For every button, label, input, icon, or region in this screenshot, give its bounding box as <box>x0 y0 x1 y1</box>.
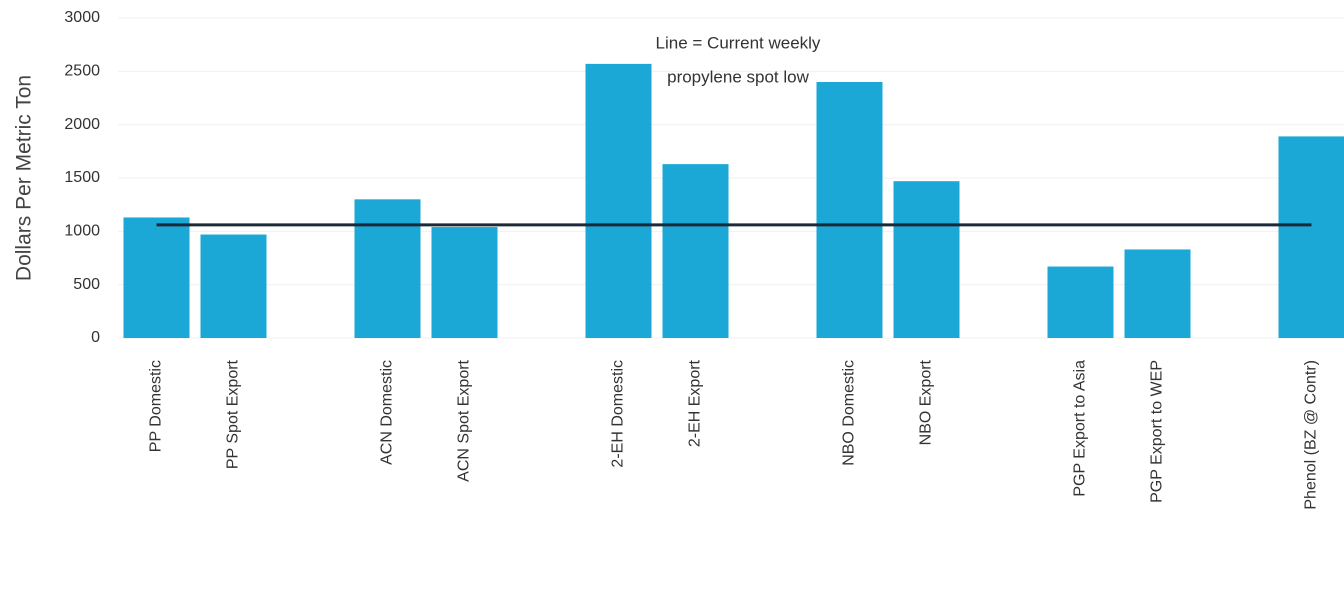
bar <box>1047 266 1114 338</box>
x-tick-label: PP Spot Export <box>225 359 242 469</box>
bar <box>585 63 652 338</box>
bar <box>1124 249 1191 338</box>
y-tick-label: 500 <box>73 276 100 293</box>
y-tick-label: 2000 <box>64 116 100 133</box>
bar <box>816 82 883 338</box>
x-tick-label: 2-EH Export <box>687 359 704 447</box>
x-tick-label: Phenol (BZ @ Contr) <box>1303 360 1320 510</box>
bar <box>200 234 267 338</box>
y-tick-label: 1500 <box>64 169 100 186</box>
x-tick-label: PGP Export to Asia <box>1072 360 1089 497</box>
bar <box>1278 136 1344 338</box>
y-tick-label: 0 <box>91 329 100 346</box>
x-tick-label: ACN Spot Export <box>456 359 473 481</box>
x-tick-label: PGP Export to WEP <box>1149 360 1166 503</box>
bar <box>662 164 729 338</box>
x-tick-label: NBO Domestic <box>841 360 858 466</box>
bar <box>123 217 190 338</box>
annotation: propylene spot low <box>667 67 809 86</box>
bar <box>431 227 498 338</box>
bar <box>893 181 960 338</box>
y-tick-label: 2500 <box>64 63 100 80</box>
bar <box>354 199 421 338</box>
x-tick-label: NBO Export <box>918 359 935 445</box>
y-tick-label: 3000 <box>64 9 100 26</box>
y-axis-label: Dollars Per Metric Ton <box>13 75 36 281</box>
x-tick-label: ACN Domestic <box>379 360 396 465</box>
annotation: Line = Current weekly <box>656 33 821 52</box>
x-tick-label: PP Domestic <box>148 360 165 452</box>
y-tick-label: 1000 <box>64 223 100 240</box>
x-tick-label: 2-EH Domestic <box>610 360 627 468</box>
